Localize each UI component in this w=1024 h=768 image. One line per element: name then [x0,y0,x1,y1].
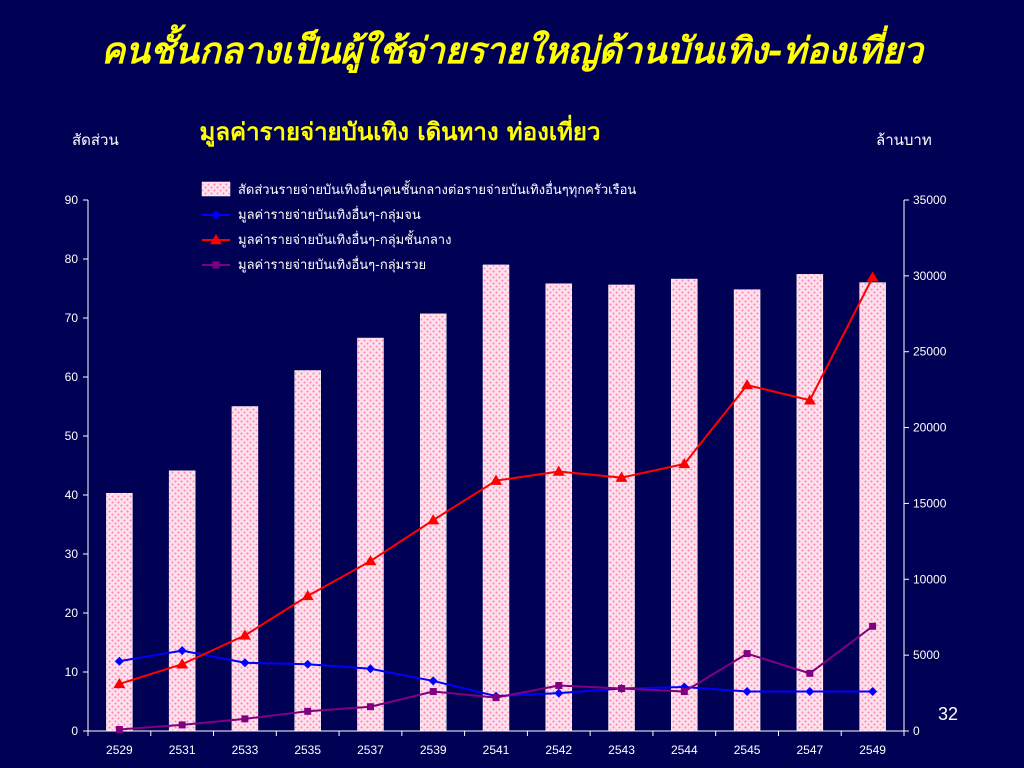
point-poor-2533 [240,658,250,668]
x-tick-label-2533: 2533 [232,743,259,757]
point-poor-2542 [554,688,564,698]
legend-label-bar: สัดส่วนรายจ่ายบันเทิงอื่นๆคนชั้นกลางต่อร… [238,180,636,198]
bar-2531 [168,470,196,732]
bars-layer [106,264,886,732]
legend-label-poor: มูลค่ารายจ่ายบันเทิงอื่นๆ-กลุ่มจน [238,206,421,223]
left-y-tick-label-80: 80 [65,252,79,266]
page-number: 32 [938,704,959,724]
x-tick-label-2537: 2537 [357,743,384,757]
point-rich-2541 [492,694,500,702]
point-rich-2542 [555,681,563,689]
point-middle-2537 [364,555,377,566]
left-y-tick-label-70: 70 [65,311,79,325]
point-poor-2529 [114,656,124,666]
right-y-tick-label-10000: 10000 [913,572,947,586]
point-poor-2539 [428,676,438,686]
point-rich-2547 [806,669,814,677]
point-middle-2539 [427,514,440,525]
right-y-tick-label-15000: 15000 [913,496,947,510]
right-y-tick-label-0: 0 [913,724,920,738]
left-y-tick-label-30: 30 [65,547,79,561]
point-rich-2539 [429,688,437,696]
x-tick-label-2539: 2539 [420,743,447,757]
point-poor-2547 [805,687,815,697]
right-y-tick-label-30000: 30000 [913,269,947,283]
point-rich-2533 [241,715,249,723]
axes-layer: 0 10 20 30 40 50 60 70 80 90 0 5000 10000 15000 20000 2… [65,193,947,757]
point-middle-2544 [678,457,691,469]
point-rich-2544 [680,688,688,696]
point-poor-2549 [868,687,878,697]
left-y-tick-label-90: 90 [65,193,79,207]
left-y-tick-label-0: 0 [71,724,78,738]
legend-marker-rich [212,261,220,269]
point-poor-2531 [177,646,187,656]
right-y-tick-label-25000: 25000 [913,345,947,359]
point-rich-2545 [743,650,751,658]
legend-label-rich: มูลค่ารายจ่ายบันเทิงอื่นๆ-กลุ่มรวย [238,256,426,273]
legend: สัดส่วนรายจ่ายบันเทิงอื่นๆคนชั้นกลางต่อร… [201,180,636,273]
point-rich-2531 [178,721,186,729]
point-rich-2529 [115,725,123,733]
bar-2541 [482,264,510,732]
x-tick-label-2541: 2541 [483,743,510,757]
point-middle-2542 [552,465,565,476]
legend-label-middle: มูลค่ารายจ่ายบันเทิงอื่นๆ-กลุ่มชั้นกลาง [238,230,451,248]
x-tick-label-2543: 2543 [608,743,635,757]
bar-2549 [859,282,886,732]
left-axis-unit-label: สัดส่วน [72,131,119,149]
x-tick-label-2549: 2549 [859,743,886,757]
left-y-tick-label-60: 60 [65,370,79,384]
point-middle-2533 [238,629,251,640]
chart-title: มูลค่ารายจ่ายบันเทิง เดินทาง ท่องเที่ยว [199,117,601,146]
x-tick-label-2531: 2531 [169,743,196,757]
point-poor-2545 [742,687,752,697]
point-middle-2541 [490,474,502,485]
point-middle-2549 [866,271,879,282]
x-tick-label-2529: 2529 [106,743,133,757]
point-middle-2545 [741,379,754,390]
legend-marker-middle [210,234,222,245]
point-middle-2543 [615,471,628,482]
right-y-tick-label-5000: 5000 [913,648,940,662]
x-tick-label-2547: 2547 [796,743,823,757]
bar-2547 [796,274,824,732]
bar-2535 [294,370,321,732]
bar-2529 [106,492,133,732]
point-rich-2549 [869,622,877,630]
point-middle-2531 [176,658,189,669]
legend-marker-poor [211,210,221,220]
right-y-tick-label-20000: 20000 [913,421,947,435]
left-y-tick-label-20: 20 [65,606,79,620]
bar-2533 [231,406,259,732]
bar-2545 [733,289,761,732]
x-tick-label-2544: 2544 [671,743,698,757]
legend-swatch-bar [201,181,231,197]
x-tick-label-2535: 2535 [294,743,321,757]
point-poor-2537 [365,664,375,674]
point-rich-2535 [304,707,312,715]
left-y-tick-label-40: 40 [65,488,79,502]
lines-layer [113,271,879,733]
point-middle-2535 [301,589,314,601]
point-rich-2537 [366,703,374,711]
left-y-tick-label-10: 10 [65,665,79,679]
bar-2543 [608,284,635,732]
point-middle-2529 [113,677,126,689]
slide-title: คนชั้นกลางเป็นผู้ใช้จ่ายรายใหญ่ด้านบันเท… [101,30,923,72]
bar-2542 [545,283,573,732]
point-poor-2535 [303,659,313,669]
x-tick-label-2542: 2542 [545,743,572,757]
bar-2544 [671,278,698,732]
right-y-tick-label-35000: 35000 [913,193,947,207]
right-axis-unit-label: ล้านบาท [876,131,932,149]
point-middle-2547 [803,394,816,405]
point-rich-2543 [618,685,626,693]
left-y-tick-label-50: 50 [65,429,79,443]
x-tick-label-2545: 2545 [734,743,761,757]
